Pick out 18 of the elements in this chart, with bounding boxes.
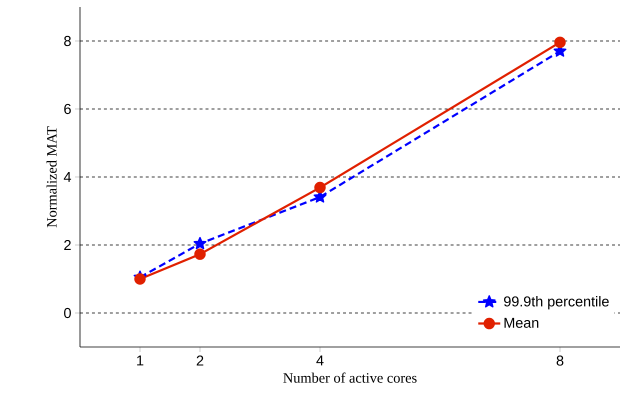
legend-label: 99.9th percentile — [504, 296, 609, 310]
x-tick-label: 1 — [137, 356, 144, 366]
point — [554, 36, 566, 48]
point — [194, 236, 206, 250]
x-tick-label: 8 — [556, 356, 564, 366]
x-tick-label: 2 — [196, 356, 204, 366]
y-tick-label: 8 — [64, 36, 71, 46]
y-tick-label: 4 — [64, 172, 72, 182]
point — [314, 182, 326, 194]
point — [194, 248, 206, 260]
legend-label: Mean — [504, 318, 538, 328]
y-tick-label: 2 — [64, 240, 71, 250]
x-axis-title: Number of active cores — [283, 372, 417, 383]
y-tick-label: 0 — [64, 308, 71, 318]
point — [134, 273, 146, 285]
y-axis-title: Normalized MAT — [46, 126, 57, 228]
y-tick-label: 6 — [64, 104, 71, 114]
x-tick-label: 4 — [316, 356, 324, 366]
